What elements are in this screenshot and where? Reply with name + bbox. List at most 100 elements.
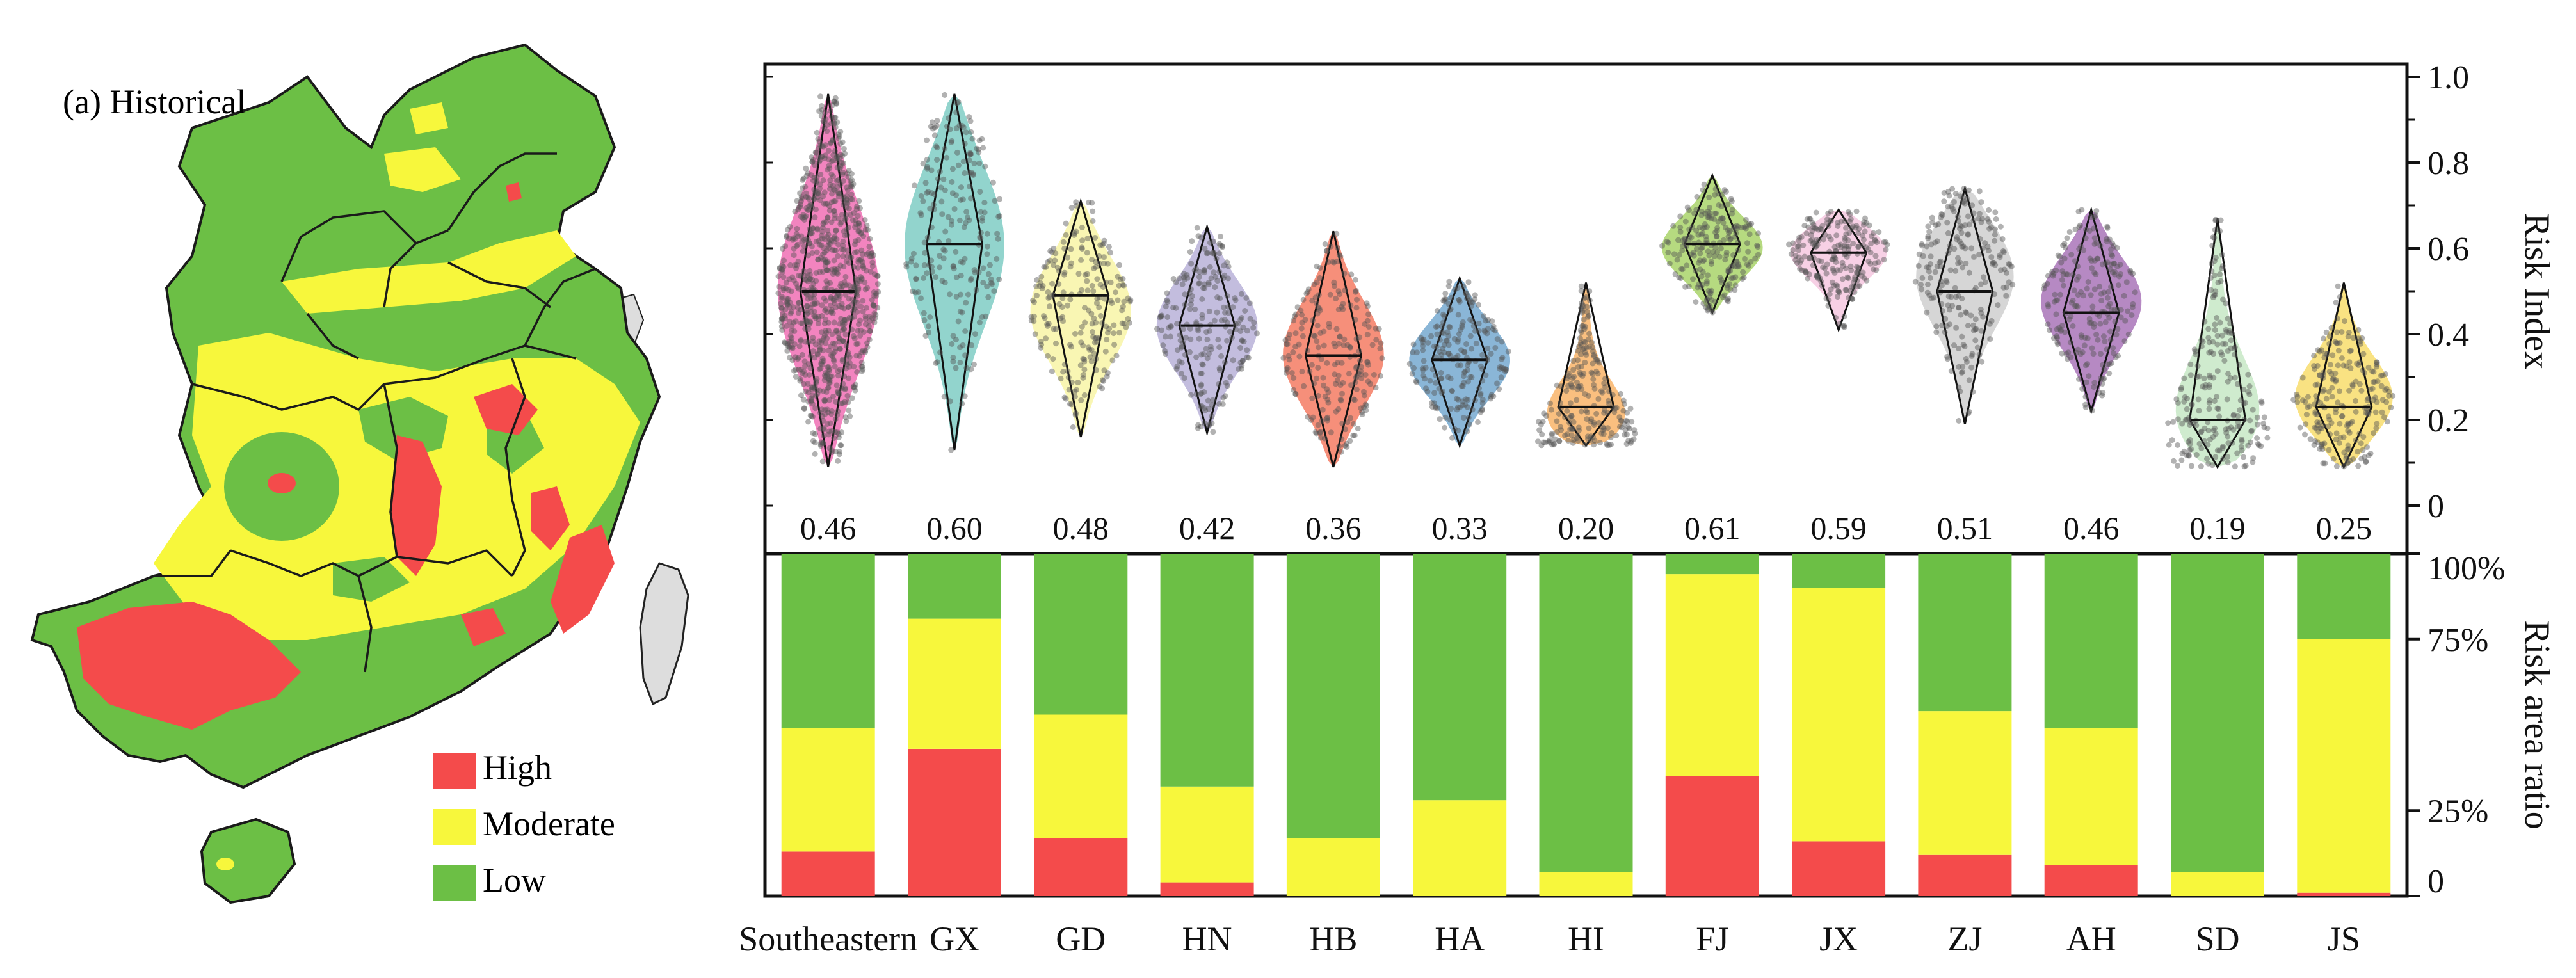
violin-point <box>1038 273 1045 280</box>
violin-point <box>850 309 857 315</box>
violin-point <box>1925 223 1931 230</box>
violin-point <box>1855 284 1861 289</box>
violin-point <box>1094 276 1100 282</box>
violin-point <box>1565 438 1572 444</box>
violin-point <box>1324 386 1330 392</box>
violin-point <box>2098 291 2104 297</box>
violin-point <box>1467 297 1473 303</box>
violin-point <box>969 136 976 142</box>
violin-point <box>1993 216 1999 222</box>
violin-point <box>844 227 850 233</box>
violin-point <box>1080 342 1086 349</box>
violin-point <box>967 150 973 156</box>
violin-point <box>2178 385 2185 391</box>
violin-point <box>1844 274 1851 280</box>
violin-point <box>827 280 833 286</box>
violin-point <box>871 289 877 295</box>
violin-point <box>1335 288 1342 294</box>
violin-point <box>959 309 965 316</box>
violin-point <box>1581 316 1587 323</box>
violin-point <box>1693 227 1700 234</box>
violin-point <box>1703 280 1710 287</box>
violin-point <box>807 268 813 274</box>
violin-point <box>937 168 943 175</box>
violin-point <box>1116 330 1122 336</box>
violin-point <box>1987 336 1993 342</box>
violin-point <box>1966 408 1972 415</box>
violin-point <box>846 375 852 381</box>
violin-point <box>826 376 832 383</box>
violin-point <box>1566 370 1572 376</box>
violin-point <box>938 198 945 205</box>
category-label: Southeastern <box>739 920 917 958</box>
violin-point <box>980 265 986 271</box>
violin-point <box>836 449 842 455</box>
violin-point <box>1445 342 1452 348</box>
violin-point <box>985 294 992 300</box>
violin-point <box>1094 300 1100 307</box>
violin-point <box>1579 373 1586 379</box>
violin-point <box>793 280 799 287</box>
violin-point <box>1564 431 1570 438</box>
violin-point <box>1719 280 1725 286</box>
violin-point <box>1468 303 1474 309</box>
violin-point <box>1216 365 1223 372</box>
violin-point <box>2116 273 2122 280</box>
violin-point <box>1045 320 1052 326</box>
violin-point <box>1180 274 1187 280</box>
violin-point <box>824 200 830 207</box>
violin-point <box>839 159 845 166</box>
violin-point <box>1355 426 1361 432</box>
violin-point <box>1229 335 1235 341</box>
violin-point <box>1472 296 1478 303</box>
violin-point <box>1198 390 1205 396</box>
violin-point <box>826 203 832 209</box>
violin-point <box>805 170 811 177</box>
violin-point <box>1067 341 1073 348</box>
violin-point <box>817 426 824 432</box>
category-label: HB <box>1309 920 1357 958</box>
violin-point <box>2236 362 2242 368</box>
violin-point <box>1177 337 1184 344</box>
violin-point <box>1490 323 1497 330</box>
violin-point <box>1718 245 1724 252</box>
violin-point <box>821 155 828 161</box>
violin-point <box>823 247 830 253</box>
violin-point <box>2326 389 2332 395</box>
violin-point <box>903 261 910 267</box>
violin-point <box>1536 419 1542 425</box>
violin-point <box>1813 209 1819 216</box>
violin-point <box>1797 266 1803 272</box>
violin-point <box>1720 294 1727 300</box>
violin-point <box>1676 252 1682 258</box>
violin-point <box>1558 424 1563 430</box>
violin-point <box>931 206 938 212</box>
violin-point <box>2061 255 2068 262</box>
violin-point <box>1583 294 1590 300</box>
violin-point <box>950 355 956 361</box>
violin-point <box>1691 211 1698 216</box>
violin-point <box>1819 227 1825 233</box>
violin-point <box>974 145 980 152</box>
violin-point <box>949 190 956 196</box>
violin-point <box>1111 322 1117 328</box>
violin-point <box>953 125 960 132</box>
violin-point <box>933 274 939 280</box>
violin-point <box>2261 414 2267 421</box>
violin-point <box>1690 276 1696 282</box>
violin-point <box>865 250 871 256</box>
violin-point <box>977 234 983 241</box>
violin-point <box>838 442 844 449</box>
violin-point <box>860 298 866 304</box>
violin-point <box>1714 233 1720 239</box>
violin-point <box>1431 343 1437 349</box>
violin-point <box>1161 348 1168 354</box>
violin-point <box>1924 264 1930 271</box>
violin-point <box>783 285 789 292</box>
violin-point <box>1728 236 1734 242</box>
violin-point <box>1193 266 1199 272</box>
violin-point <box>1481 327 1488 333</box>
violin-point <box>813 149 819 156</box>
violin-point <box>817 346 823 353</box>
violin-point <box>836 451 842 458</box>
